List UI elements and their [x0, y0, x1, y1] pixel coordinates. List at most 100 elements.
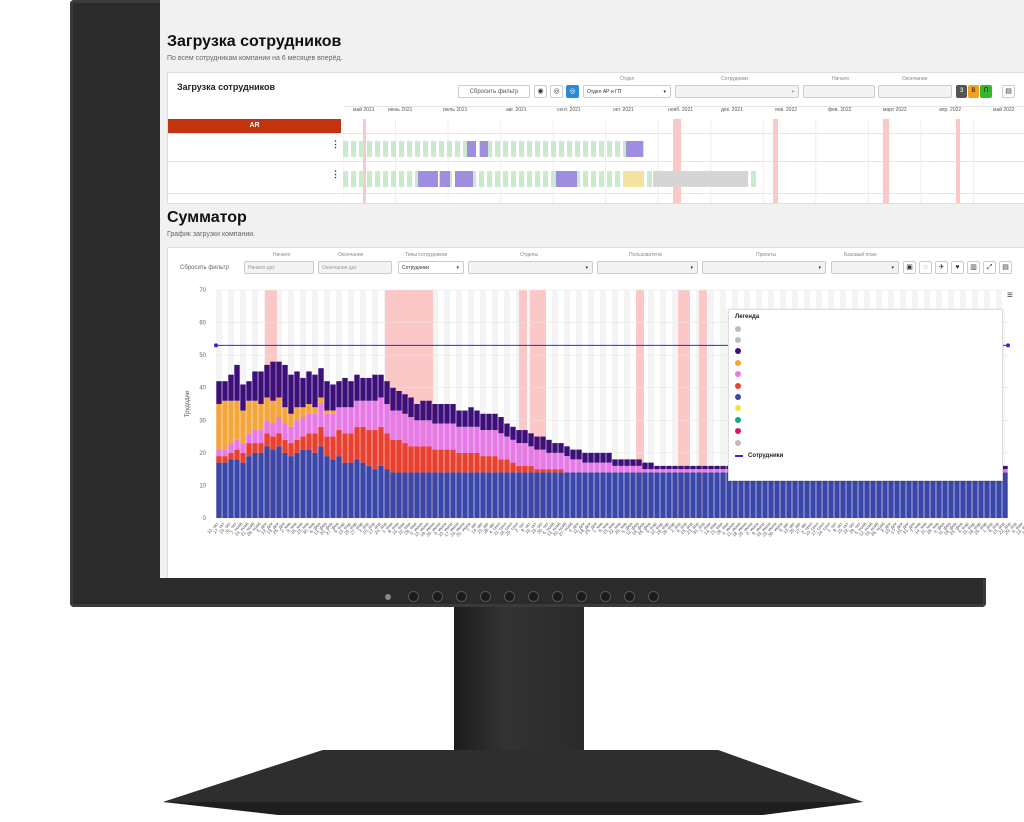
bar-segment [780, 472, 786, 518]
monitor-button[interactable] [456, 591, 467, 602]
monitor-button[interactable] [432, 591, 443, 602]
expand-icon[interactable]: ⤢ [983, 261, 996, 274]
bar-segment [450, 472, 456, 518]
bar-segment [312, 413, 318, 434]
start-date-input[interactable] [803, 85, 875, 98]
monitor-button[interactable] [408, 591, 419, 602]
bar-segment [750, 472, 756, 518]
baseline-label: Базовый план [844, 252, 877, 258]
staff-select[interactable]: ▾ [675, 85, 799, 98]
gantt-bar [455, 171, 473, 187]
legend-dot [735, 348, 741, 355]
bar-segment [570, 459, 576, 473]
badge-p[interactable]: П [980, 85, 992, 98]
legend-item[interactable] [735, 414, 996, 425]
legend-item[interactable] [735, 323, 996, 334]
monitor-button[interactable] [480, 591, 491, 602]
legend-item[interactable] [735, 391, 996, 402]
bar-segment [312, 374, 318, 408]
row-menu-icon[interactable]: ⋮ [331, 139, 340, 149]
bar-segment [486, 456, 492, 473]
summator-panel: Начало Окончание Типы сотрудников Отделы… [167, 247, 1024, 578]
eye-icon[interactable]: ◉ [534, 85, 547, 98]
bar-segment [600, 452, 606, 463]
bar-segment [450, 449, 456, 473]
month-label: авг. 2021 [506, 107, 527, 113]
badge-v[interactable]: В [968, 85, 979, 98]
legend-dot [735, 382, 741, 389]
bar-segment [726, 472, 732, 518]
bar-segment [402, 472, 408, 518]
bar-segment [540, 469, 546, 473]
power-button[interactable] [648, 591, 659, 602]
gantt-bar [543, 141, 548, 157]
holiday-band [773, 119, 778, 203]
dept-select[interactable]: Отдел АР и ГП ▾ [583, 85, 671, 98]
menu-icon[interactable]: ≡ [1007, 290, 1013, 301]
types-select[interactable]: Сотрудники ▾ [398, 261, 464, 274]
chevron-down-icon: ▾ [456, 265, 459, 271]
legend-item[interactable] [735, 426, 996, 437]
legend-item[interactable] [735, 369, 996, 380]
monitor-button[interactable] [528, 591, 539, 602]
eye-off-icon[interactable]: ◌ [919, 261, 932, 274]
reset-filter-button[interactable]: Сбросить фильтр [458, 85, 530, 98]
bar-segment [294, 407, 300, 421]
legend-item[interactable] [735, 357, 996, 368]
depts-select[interactable]: ▾ [468, 261, 593, 274]
reset-filter-button[interactable]: Сбросить фильтр [180, 265, 229, 271]
bar-segment [318, 426, 324, 447]
monitor-button[interactable] [552, 591, 563, 602]
legend-item[interactable] [735, 334, 996, 345]
bar-segment [534, 436, 540, 450]
y-tick-label: 20 [199, 451, 206, 457]
end-date-input[interactable]: Окончание дат [318, 261, 392, 274]
column-band [456, 290, 462, 518]
start-date-input[interactable]: Начало дат [244, 261, 314, 274]
bar-segment [564, 446, 570, 457]
monitor-button[interactable] [600, 591, 611, 602]
gantt-bar [551, 141, 556, 157]
bar-segment [522, 465, 528, 473]
legend-item[interactable] [735, 346, 996, 357]
chart-icon[interactable]: ▥ [967, 261, 980, 274]
heart-icon[interactable]: ♥ [951, 261, 964, 274]
bar-segment [294, 420, 300, 440]
projects-select[interactable]: ▾ [702, 261, 826, 274]
calendar-icon[interactable]: ▤ [999, 261, 1012, 274]
badge-z[interactable]: З [956, 85, 967, 98]
legend-item[interactable] [735, 437, 996, 448]
monitor-button[interactable] [576, 591, 587, 602]
bar-segment [636, 465, 642, 473]
bar-segment [498, 472, 504, 518]
bar-segment [546, 472, 552, 518]
baseline-select[interactable]: ▾ [831, 261, 899, 274]
bar-segment [534, 472, 540, 518]
bar-segment [306, 449, 312, 518]
row-menu-icon[interactable]: ⋮ [331, 169, 340, 179]
bar-segment [522, 430, 528, 444]
month-label: июль 2021 [443, 107, 468, 113]
group-header-ar[interactable]: AR [168, 119, 341, 133]
monitor-button[interactable] [504, 591, 515, 602]
eye-active-icon[interactable]: ◎ [566, 85, 579, 98]
gantt-bar [423, 141, 428, 157]
bar-segment [600, 472, 606, 518]
legend-item[interactable] [735, 403, 996, 414]
legend-item[interactable] [735, 380, 996, 391]
bar-segment [516, 465, 522, 473]
bar-segment [702, 465, 708, 470]
calendar-icon[interactable]: ▤ [1002, 85, 1015, 98]
monitor-button[interactable] [624, 591, 635, 602]
month-label: нояб. 2021 [668, 107, 694, 113]
users-select[interactable]: ▾ [597, 261, 698, 274]
bar-segment [402, 443, 408, 473]
save-icon[interactable]: ▣ [903, 261, 916, 274]
bar-segment [504, 459, 510, 473]
gantt-bar [375, 171, 380, 187]
eye-outline-icon[interactable]: ◎ [550, 85, 563, 98]
end-date-input[interactable] [878, 85, 952, 98]
bar-segment [360, 400, 366, 427]
plane-icon[interactable]: ✈ [935, 261, 948, 274]
legend-item-employees[interactable]: Сотрудники [735, 450, 996, 461]
